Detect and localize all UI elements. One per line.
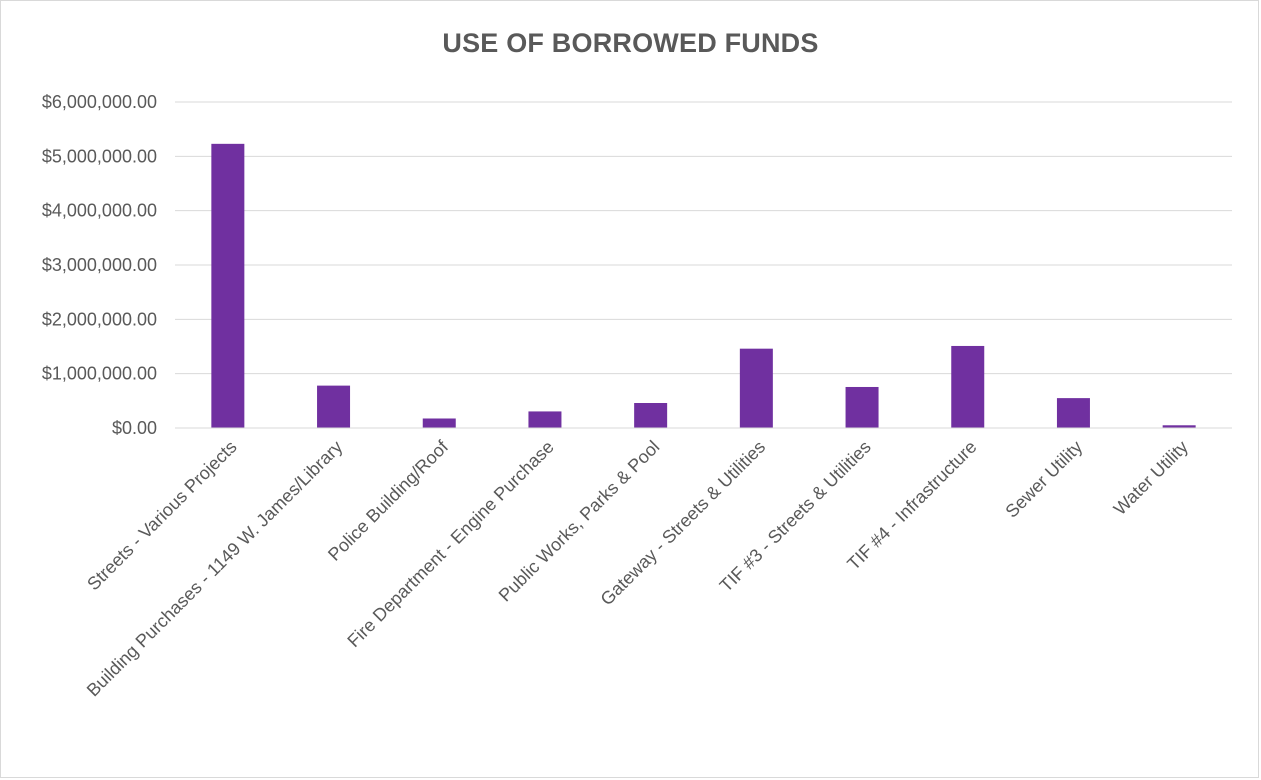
bar (739, 348, 773, 428)
bar (845, 386, 879, 428)
bars (211, 143, 1196, 428)
y-axis: $0.00 $1,000,000.00 $2,000,000.00 $3,000,00… (42, 92, 157, 438)
bar (1162, 425, 1196, 428)
y-tick-label: $2,000,000.00 (42, 309, 157, 329)
y-tick-label: $5,000,000.00 (42, 146, 157, 166)
x-tick-label: Fire Department - Engine Purchase (343, 437, 557, 651)
chart-title: USE OF BORROWED FUNDS (442, 28, 819, 58)
y-tick-label: $4,000,000.00 (42, 201, 157, 221)
bar (1056, 398, 1090, 428)
y-tick-label: $0.00 (112, 418, 157, 438)
bar (634, 403, 668, 428)
x-tick-label: Sewer Utility (1001, 437, 1086, 522)
bar (422, 418, 456, 428)
y-tick-label: $6,000,000.00 (42, 92, 157, 112)
x-tick-label: Police Building/Roof (324, 436, 453, 565)
bar (951, 345, 985, 428)
bar (317, 385, 351, 428)
bar (528, 411, 562, 428)
y-tick-label: $1,000,000.00 (42, 364, 157, 384)
y-tick-label: $3,000,000.00 (42, 255, 157, 275)
bar (211, 143, 245, 428)
x-tick-label: Water Utility (1110, 437, 1192, 519)
gridlines (175, 101, 1232, 429)
